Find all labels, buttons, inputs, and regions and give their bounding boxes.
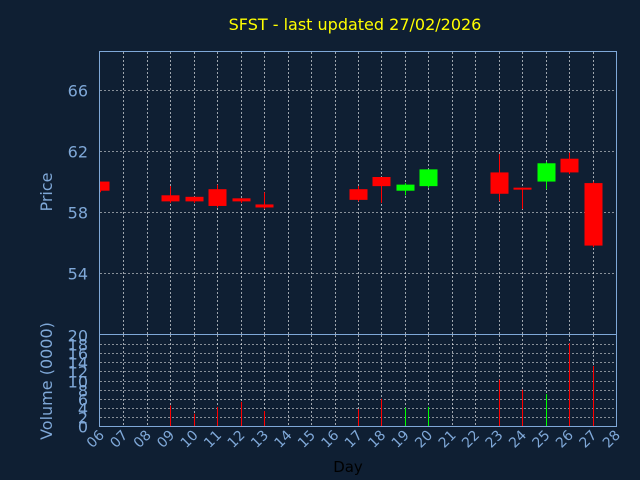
volume-tick-label: 18: [68, 336, 88, 355]
x-tick-label: 13: [248, 428, 272, 452]
x-tick-label: 24: [506, 427, 530, 451]
candle-body: [372, 176, 391, 187]
candle-body: [255, 204, 274, 208]
volume-tick-label: 8: [78, 382, 88, 401]
x-tick-label: 12: [225, 428, 249, 452]
x-axis-label: Day: [333, 458, 363, 476]
candle-body: [490, 172, 509, 194]
x-tick-label: 25: [530, 428, 554, 452]
candle-body: [232, 198, 251, 202]
volume-tick-label: 16: [68, 345, 88, 364]
volume-panel: [99, 334, 617, 427]
y-axis-label: Price: [37, 172, 56, 211]
x-tick-label: 20: [412, 428, 436, 452]
x-tick-label: 09: [154, 428, 178, 452]
price-tick-label: 58: [68, 204, 88, 223]
price-tick-label: 66: [68, 82, 88, 101]
x-tick-label: 17: [342, 428, 366, 452]
x-tick-label: 19: [389, 428, 413, 452]
candle-body: [584, 183, 603, 246]
volume-tick-label: 0: [78, 418, 88, 437]
volume-tick-label: 2: [78, 409, 88, 428]
candle-body: [560, 158, 579, 173]
candles: [100, 152, 603, 248]
price-tick-label: 62: [68, 143, 88, 162]
x-tick-label: 18: [365, 428, 389, 452]
x-tick-label: 21: [436, 428, 460, 452]
candle-body: [396, 184, 415, 191]
x-tick-label: 28: [600, 428, 624, 452]
volume-tick-label: 12: [68, 363, 88, 382]
candle-body: [419, 169, 438, 187]
volume-bars: [170, 343, 594, 426]
candle-body: [537, 163, 556, 182]
x-tick-label: 07: [107, 428, 131, 452]
chart-title: SFST - last updated 27/02/2026: [229, 15, 482, 34]
volume-tick-label: 6: [78, 391, 88, 410]
candle-body: [349, 189, 368, 200]
candle-body: [185, 196, 204, 202]
price-tick-labels: 54 58 62 66: [68, 82, 88, 284]
x-tick-label: 08: [131, 428, 155, 452]
candle-body: [100, 181, 110, 191]
x-tick-label: 16: [318, 427, 342, 451]
x-tick-label: 27: [576, 428, 600, 452]
x-tick-label: 10: [178, 428, 202, 452]
x-tick-label: 23: [483, 428, 507, 452]
candle-body: [208, 189, 227, 206]
price-tick-label: 54: [68, 265, 88, 284]
volume-tick-label: 14: [68, 354, 88, 373]
volume-tick-label: 10: [68, 373, 88, 392]
x-tick-label: 22: [459, 428, 483, 452]
x-tick-label: 14: [272, 427, 296, 451]
x-tick-label: 15: [295, 428, 319, 452]
candle-body: [161, 195, 180, 202]
x-tick-label: 26: [553, 427, 577, 451]
candle-body: [513, 187, 532, 190]
x-tick-labels: 06 07 08 09 10 11 12 13 14 15 16 17 18 19 20 21 22 23 24 25…: [84, 427, 624, 451]
volume-grid: [100, 335, 616, 426]
volume-tick-label: 20: [68, 327, 88, 346]
x-tick-label: 11: [201, 428, 225, 452]
volume-axis-label: Volume (0000): [37, 322, 56, 440]
volume-tick-label: 4: [78, 400, 88, 419]
